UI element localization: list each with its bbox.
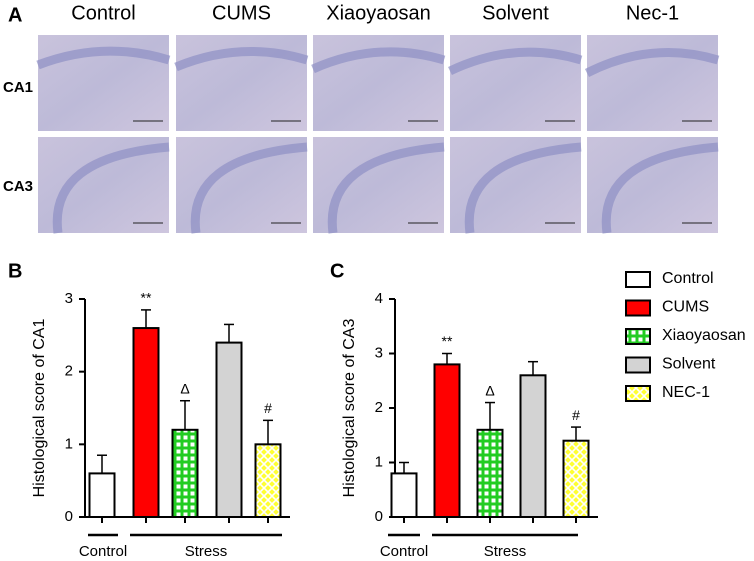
legend-label: CUMS xyxy=(662,299,709,316)
legend-label: Control xyxy=(662,270,714,287)
y-tick-label: 4 xyxy=(375,290,383,307)
cell-layer xyxy=(190,142,308,234)
y-tick-label: 0 xyxy=(375,508,383,525)
bar xyxy=(519,374,547,518)
significance-mark: ** xyxy=(141,290,152,306)
column-heading: Xiaoyaosan xyxy=(326,2,431,24)
y-tick-label: 3 xyxy=(65,290,73,307)
cell-layer xyxy=(52,142,170,234)
bar xyxy=(562,439,590,519)
y-tick-label: 2 xyxy=(65,363,73,380)
significance-mark: ** xyxy=(442,333,453,349)
legend-swatch xyxy=(625,328,651,345)
significance-mark: Δ xyxy=(180,380,189,396)
y-tick-label: 0 xyxy=(65,508,73,525)
bar xyxy=(390,472,418,518)
group-label: Control xyxy=(380,543,428,560)
y-tick-label: 1 xyxy=(65,435,73,452)
cell-layer xyxy=(448,47,583,76)
legend-swatch xyxy=(625,299,651,317)
cell-layer xyxy=(311,47,446,74)
legend: Control CUMS Xiaoyaosan Solvent NEC-1 xyxy=(625,270,746,402)
group-label: Stress xyxy=(185,543,228,560)
bar xyxy=(171,428,199,518)
significance-mark: # xyxy=(572,407,580,423)
bar xyxy=(476,428,504,518)
legend-label: NEC-1 xyxy=(662,384,710,401)
panel-label: C xyxy=(330,260,344,282)
row-label: CA1 xyxy=(3,79,33,96)
legend-swatch xyxy=(625,356,651,374)
y-axis-label: Histological score of CA3 xyxy=(341,319,358,498)
legend-swatch xyxy=(625,385,651,402)
legend-swatch xyxy=(625,271,651,288)
significance-mark: Δ xyxy=(485,382,494,398)
group-label: Control xyxy=(79,543,127,560)
cell-layer xyxy=(601,142,719,234)
group-label: Stress xyxy=(484,543,527,560)
column-heading: CUMS xyxy=(212,2,271,24)
y-tick-label: 2 xyxy=(375,399,383,416)
column-heading: Nec-1 xyxy=(626,2,679,24)
cell-layer xyxy=(174,46,309,72)
cell-layer xyxy=(464,142,582,234)
panel-label: B xyxy=(8,260,22,282)
significance-mark: # xyxy=(264,400,272,416)
charts: B Histological score of CA1 0 1 2 3 ** Δ # Contro… xyxy=(8,260,598,560)
bar xyxy=(88,472,116,518)
y-tick-label: 1 xyxy=(375,453,383,470)
micrographs: Control CUMS Xiaoyaosan Solvent Nec-1 xyxy=(36,2,720,234)
column-heading: Control xyxy=(71,2,135,24)
panel-label: A xyxy=(8,4,22,26)
cell-layer xyxy=(327,142,445,234)
legend-label: Xiaoyaosan xyxy=(662,327,746,344)
bar xyxy=(215,341,243,518)
cell-layer xyxy=(584,48,720,78)
bar xyxy=(254,443,282,519)
cell-layer xyxy=(36,46,171,70)
y-tick-label: 3 xyxy=(375,344,383,361)
bar xyxy=(433,363,461,518)
legend-label: Solvent xyxy=(662,356,716,373)
column-heading: Solvent xyxy=(482,2,549,24)
y-axis-label: Histological score of CA1 xyxy=(31,319,48,498)
row-label: CA3 xyxy=(3,178,33,195)
bar xyxy=(132,327,160,519)
